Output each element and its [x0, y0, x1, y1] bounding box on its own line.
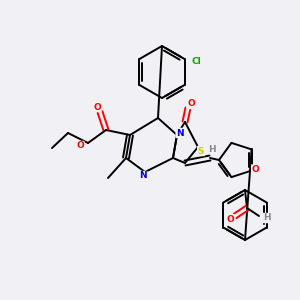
Text: O: O: [93, 103, 101, 112]
Text: N: N: [176, 128, 184, 137]
Text: S: S: [198, 146, 204, 155]
Text: Cl: Cl: [192, 58, 201, 67]
Text: H: H: [263, 214, 271, 223]
Text: O: O: [252, 165, 260, 174]
Text: N: N: [139, 172, 147, 181]
Text: O: O: [226, 214, 234, 224]
Text: O: O: [187, 100, 195, 109]
Text: O: O: [76, 142, 84, 151]
Text: H: H: [208, 145, 216, 154]
